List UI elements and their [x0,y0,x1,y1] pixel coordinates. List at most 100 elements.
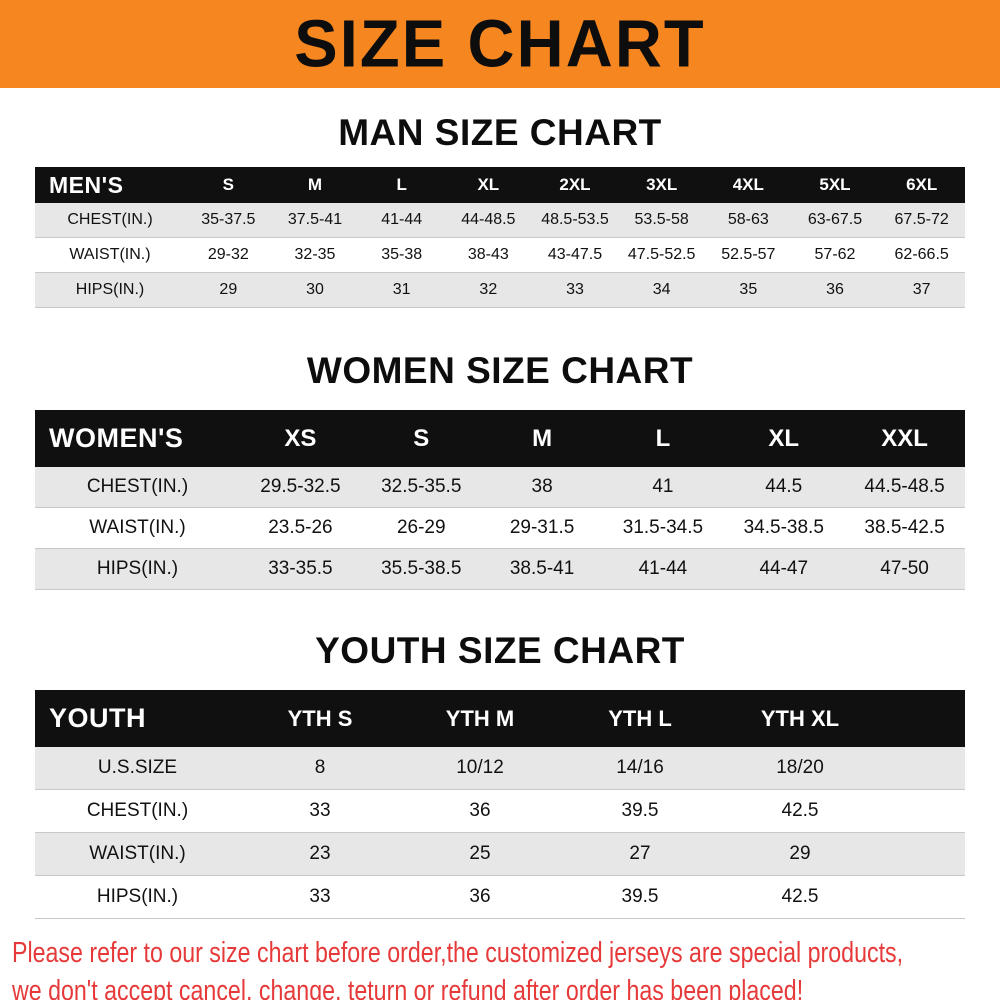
table-cell: 32.5-35.5 [381,476,462,497]
table-row: CHEST(IN.) 35-37.5 37.5-41 41-44 44-48.5 48.5… [35,203,965,238]
footer-note: Please refer to our size chart before or… [0,935,1000,1000]
table-row: HIPS(IN.) 33-35.5 35.5-38.5 38.5-41 41-44 44-… [35,549,965,590]
row-label: WAIST(IN.) [89,517,186,538]
table-row: WAIST(IN.) 23 25 27 29 [35,833,965,876]
column-header: 2XL [559,175,591,194]
man-size-table: MEN'S S M L XL 2XL 3XL 4XL 5XL 6XL CHEST(IN.) 35-37… [35,167,965,308]
size-chart-banner: SIZE CHART [0,0,1000,88]
page-title: SIZE CHART [294,6,706,82]
table-cell: 23 [309,843,331,864]
row-label: CHEST(IN.) [86,800,189,821]
table-cell: 36 [469,800,491,821]
table-title-cell: MEN'S [49,171,124,198]
column-header: XS [284,424,317,452]
row-label: U.S.SIZE [97,757,178,778]
table-cell: 44.5-48.5 [864,476,945,497]
table-cell: 25 [469,843,491,864]
table-cell: 29-31.5 [509,517,575,538]
footer-note-line2: we don't accept cancel, change, teturn o… [12,975,804,1000]
table-cell: 29 [789,843,811,864]
table-header-row: WOMEN'S XS S M L XL XXL [35,410,965,467]
column-header: 6XL [906,175,938,194]
footer-note-line1: Please refer to our size chart before or… [12,937,904,969]
table-cell: 10/12 [456,757,504,778]
column-header: M [307,175,323,194]
table-row: HIPS(IN.) 29 30 31 32 33 34 35 36 37 [35,273,965,308]
table-cell: 36 [469,886,491,907]
table-cell: 33 [309,800,331,821]
row-label: HIPS(IN.) [75,281,145,298]
table-cell: 44.5 [765,476,803,497]
table-cell: 47-50 [880,558,929,579]
table-title-cell: YOUTH [49,703,146,733]
row-label: HIPS(IN.) [96,558,179,579]
table-cell: 33-35.5 [268,558,333,579]
table-cell: 48.5-53.5 [541,211,609,228]
table-cell: 33 [566,281,584,298]
table-cell: 57-62 [814,246,856,263]
table-cell: 67.5-72 [894,211,949,228]
table-cell: 62-66.5 [894,246,949,263]
column-header: S [222,175,234,194]
table-cell: 53.5-58 [634,211,689,228]
table-cell: 42.5 [781,886,819,907]
women-section-heading: WOMEN SIZE CHART [306,350,694,391]
table-cell: 35.5-38.5 [381,558,462,579]
row-label: WAIST(IN.) [69,246,151,263]
youth-size-section: YOUTH SIZE CHART YOUTH YTH S YTH M YTH L YTH… [0,630,1000,919]
table-cell: 29.5-32.5 [260,476,341,497]
table-cell: 29 [219,281,238,298]
table-cell: 31.5-34.5 [622,517,704,538]
table-cell: 41-44 [638,558,688,579]
table-title-cell: WOMEN'S [49,423,184,453]
table-cell: 43-47.5 [547,246,603,263]
women-size-section: WOMEN SIZE CHART WOMEN'S XS S M L XL XXL CHEST(… [0,350,1000,590]
column-header: XL [477,175,500,194]
table-cell: 14/16 [616,757,664,778]
row-label: HIPS(IN.) [96,886,179,907]
table-row: WAIST(IN.) 29-32 32-35 35-38 38-43 43-47.5 47.… [35,238,965,273]
row-label: CHEST(IN.) [86,476,189,497]
table-header-row: YOUTH YTH S YTH M YTH L YTH XL [35,690,965,747]
table-cell: 32-35 [294,246,336,263]
table-cell: 31 [392,281,411,298]
table-cell: 32 [479,281,498,298]
table-cell: 39.5 [621,886,659,907]
column-header: YTH L [608,705,672,731]
column-header: L [655,424,671,452]
table-row: CHEST(IN.) 33 36 39.5 42.5 [35,790,965,833]
table-cell: 8 [314,757,326,778]
table-cell: 42.5 [781,800,819,821]
table-cell: 52.5-57 [721,246,776,263]
table-cell: 44-47 [759,558,809,579]
table-cell: 34 [652,281,671,298]
table-cell: 27 [629,843,651,864]
column-header: YTH M [445,705,515,731]
column-header: S [413,424,430,452]
table-cell: 38 [531,476,553,497]
row-label: CHEST(IN.) [67,211,153,228]
man-section-heading: MAN SIZE CHART [338,112,662,153]
column-header: YTH S [287,705,353,731]
table-cell: 37.5-41 [287,211,343,228]
row-label: WAIST(IN.) [89,843,186,864]
table-cell: 38.5-41 [509,558,575,579]
column-header: 4XL [732,175,764,194]
column-header: XXL [881,424,928,452]
table-cell: 41-44 [381,211,423,228]
table-cell: 58-63 [727,211,769,228]
table-cell: 39.5 [621,800,659,821]
column-header: 5XL [819,175,851,194]
table-cell: 35-37.5 [201,211,256,228]
table-row: WAIST(IN.) 23.5-26 26-29 29-31.5 31.5-34.5 34… [35,508,965,549]
column-header: L [396,175,407,194]
table-cell: 38-43 [467,246,509,263]
column-header: XL [768,424,800,452]
table-row: U.S.SIZE 8 10/12 14/16 18/20 [35,747,965,790]
table-cell: 36 [826,281,844,298]
table-cell: 47.5-52.5 [627,246,696,263]
table-cell: 33 [309,886,331,907]
women-size-table: WOMEN'S XS S M L XL XXL CHEST(IN.) 29.5-32.5 32.5… [35,410,965,590]
table-row: HIPS(IN.) 33 36 39.5 42.5 [35,876,965,919]
